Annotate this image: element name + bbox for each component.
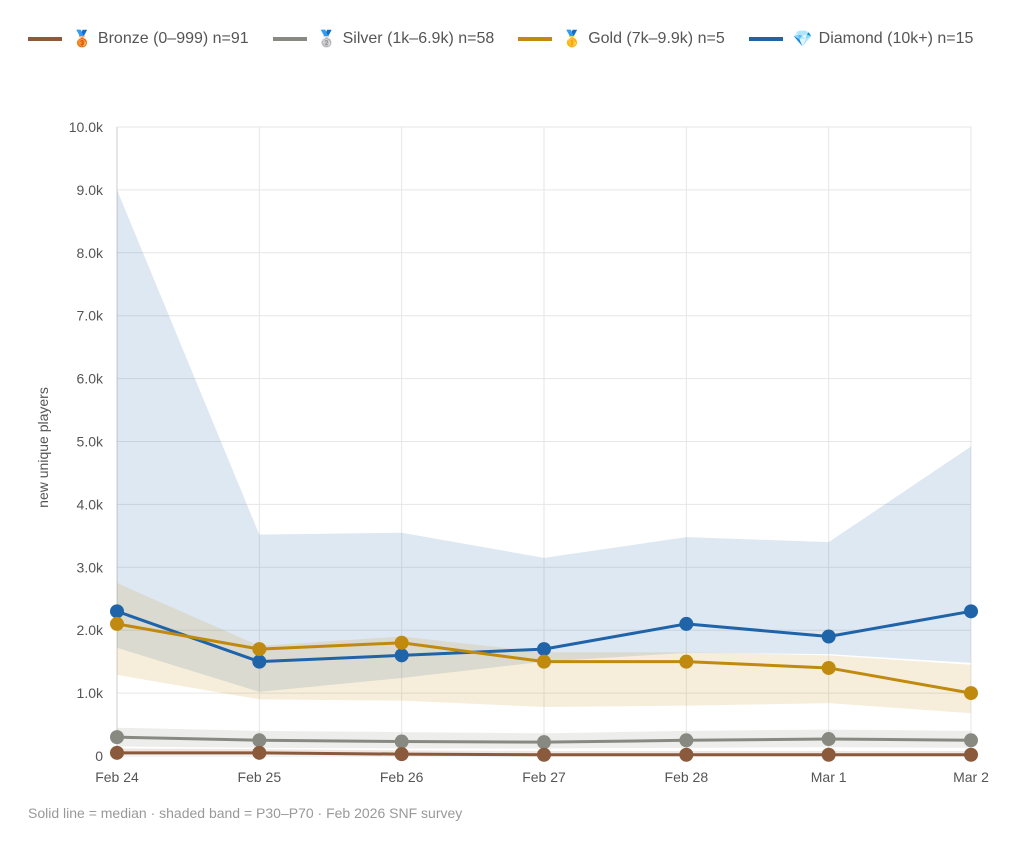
y-tick-label: 2.0k xyxy=(77,622,104,638)
data-point xyxy=(252,745,267,760)
legend-swatch xyxy=(272,37,307,41)
data-point xyxy=(110,616,124,631)
data-point xyxy=(679,747,694,762)
data-point xyxy=(537,747,551,762)
y-tick-label: 6.0k xyxy=(77,371,104,387)
medal-icon: 🥉 xyxy=(72,31,92,48)
legend-swatch xyxy=(28,37,62,41)
data-point xyxy=(821,732,836,747)
x-tick-label: Feb 24 xyxy=(95,769,139,785)
data-point xyxy=(679,733,694,748)
legend-label: Gold (7k–9.9k) n=5 xyxy=(588,30,725,47)
medal-icon: 💎 xyxy=(792,31,813,48)
data-point xyxy=(394,734,409,749)
y-tick-label: 9.0k xyxy=(77,182,104,198)
y-tick-label: 8.0k xyxy=(77,245,104,261)
data-point xyxy=(252,654,267,669)
legend-label: Silver (1k–6.9k) n=58 xyxy=(342,30,495,47)
data-point xyxy=(964,604,978,619)
data-point xyxy=(110,730,124,745)
data-point xyxy=(537,735,551,750)
chart: 0 1.0k 2.0k 3.0k 4.0k 5.0k 6.0k 7.0k 8.0k 9.0k 10.… xyxy=(35,119,989,785)
data-point xyxy=(821,660,836,675)
data-point xyxy=(679,654,694,669)
data-point xyxy=(394,747,409,762)
medal-icon: 🥇 xyxy=(562,31,583,48)
data-point xyxy=(821,747,836,762)
y-tick-label: 4.0k xyxy=(77,496,104,512)
data-point xyxy=(110,745,124,760)
data-point xyxy=(964,747,978,762)
data-point xyxy=(394,635,409,650)
band-3 xyxy=(117,189,971,692)
data-point xyxy=(679,616,694,631)
data-point xyxy=(821,629,836,644)
data-point xyxy=(537,654,551,669)
legend: 🥉 Bronze (0–999) n=91 🥈 Silver (1k–6.9k) n=… xyxy=(28,26,1008,52)
x-tick-label: Feb 25 xyxy=(238,769,282,785)
x-tick-label: Mar 1 xyxy=(811,769,847,785)
y-tick-label: 0 xyxy=(95,748,103,764)
data-point xyxy=(394,648,409,663)
legend-item[interactable]: 🥇 Gold (7k–9.9k) n=5 xyxy=(518,26,725,52)
x-tick-label: Feb 26 xyxy=(380,769,424,785)
x-tick-label: Feb 27 xyxy=(522,769,566,785)
data-point xyxy=(110,604,124,619)
data-point xyxy=(964,686,978,701)
y-axis-label: new unique players xyxy=(35,387,51,508)
data-point xyxy=(252,642,267,657)
legend-label: Diamond (10k+) n=15 xyxy=(818,30,974,47)
band-2 xyxy=(117,583,971,714)
x-tick-label: Mar 2 xyxy=(953,769,989,785)
data-point xyxy=(537,642,551,657)
legend-label: Bronze (0–999) n=91 xyxy=(97,30,249,47)
data-point xyxy=(252,733,267,748)
footnote: Solid line = median · shaded band = P30–… xyxy=(28,805,463,821)
data-point xyxy=(964,733,978,748)
legend-item[interactable]: 💎 Diamond (10k+) n=15 xyxy=(748,26,974,52)
legend-swatch xyxy=(748,37,783,41)
y-tick-label: 5.0k xyxy=(77,434,104,450)
medal-icon: 🥈 xyxy=(316,31,337,48)
legend-swatch xyxy=(518,37,553,41)
y-tick-label: 7.0k xyxy=(77,308,104,324)
y-tick-label: 3.0k xyxy=(77,559,104,575)
legend-item[interactable]: 🥈 Silver (1k–6.9k) n=58 xyxy=(272,26,495,52)
y-tick-label: 1.0k xyxy=(77,685,104,701)
legend-item[interactable]: 🥉 Bronze (0–999) n=91 xyxy=(28,26,249,52)
x-tick-label: Feb 28 xyxy=(665,769,709,785)
y-tick-label: 10.0k xyxy=(69,119,104,135)
